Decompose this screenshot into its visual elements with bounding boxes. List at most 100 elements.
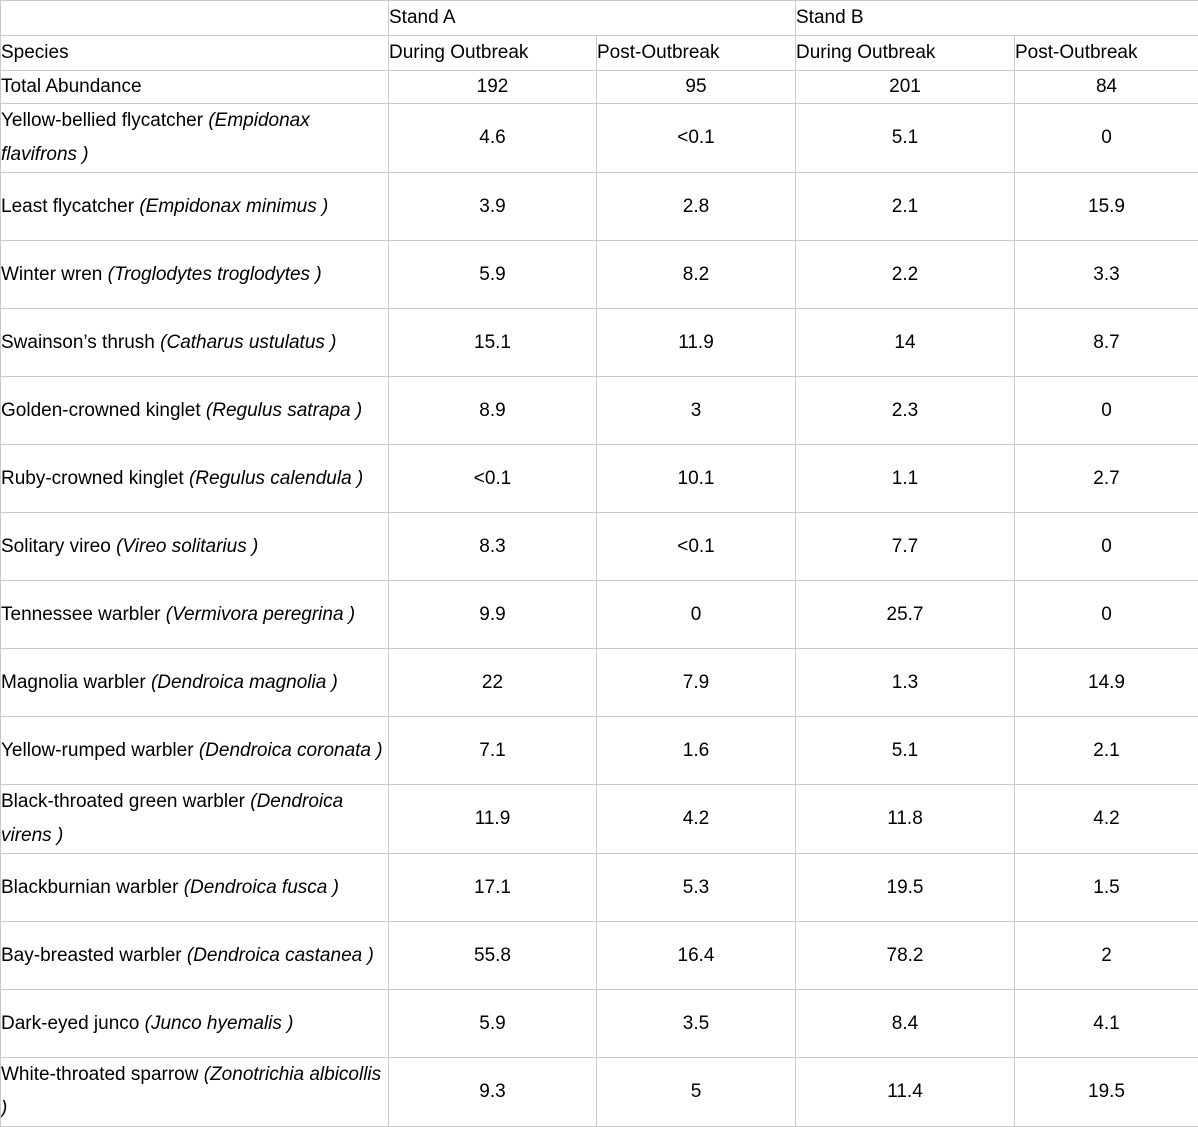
species-row: Least flycatcher (Empidonax minimus ) 3.… (1, 173, 1198, 241)
abundance-value-cell: 11.4 (796, 1058, 1015, 1127)
stand-b-during-outbreak-header: During Outbreak (796, 36, 1015, 71)
species-row: Ruby-crowned kinglet (Regulus calendula … (1, 445, 1198, 513)
species-common-name: Winter wren (1, 264, 102, 285)
abundance-value-cell: 3.9 (389, 173, 597, 241)
abundance-value-cell: 11.9 (389, 785, 597, 854)
species-scientific-name: (Troglodytes troglodytes ) (108, 264, 322, 285)
abundance-value-cell: 8.4 (796, 990, 1015, 1058)
abundance-value-cell: 3.3 (1015, 241, 1198, 309)
species-name-cell: Least flycatcher (Empidonax minimus ) (1, 173, 389, 241)
species-name-cell: White-throated sparrow (Zonotrichia albi… (1, 1058, 389, 1127)
species-common-name: Black-throated green warbler (1, 791, 245, 812)
abundance-value-cell: 201 (796, 71, 1015, 104)
abundance-value-cell: 0 (597, 581, 796, 649)
abundance-value-cell: 4.2 (597, 785, 796, 854)
species-row: Black-throated green warbler (Dendroica … (1, 785, 1198, 854)
abundance-value-cell: 4.6 (389, 104, 597, 173)
abundance-value-cell: 5.1 (796, 104, 1015, 173)
abundance-value-cell: 8.9 (389, 377, 597, 445)
species-name-cell: Swainson’s thrush (Catharus ustulatus ) (1, 309, 389, 377)
abundance-value-cell: 1.1 (796, 445, 1015, 513)
abundance-value-cell: 78.2 (796, 922, 1015, 990)
species-common-name: Golden-crowned kinglet (1, 400, 201, 421)
species-scientific-name: (Regulus calendula ) (189, 468, 363, 489)
species-scientific-name: (Junco hyemalis ) (145, 1013, 294, 1034)
abundance-value-cell: 5 (597, 1058, 796, 1127)
abundance-value-cell: 3 (597, 377, 796, 445)
species-row: Bay-breasted warbler (Dendroica castanea… (1, 922, 1198, 990)
abundance-value-cell: 15.9 (1015, 173, 1198, 241)
abundance-value-cell: 17.1 (389, 854, 597, 922)
species-name-cell: Golden-crowned kinglet (Regulus satrapa … (1, 377, 389, 445)
abundance-value-cell: 19.5 (796, 854, 1015, 922)
species-column-header: Species (1, 36, 389, 71)
species-common-name: Least flycatcher (1, 196, 134, 217)
abundance-value-cell: 14 (796, 309, 1015, 377)
species-name-cell: Solitary vireo (Vireo solitarius ) (1, 513, 389, 581)
species-row: Tennessee warbler (Vermivora peregrina )… (1, 581, 1198, 649)
species-common-name: Solitary vireo (1, 536, 111, 557)
species-row: Swainson’s thrush (Catharus ustulatus ) … (1, 309, 1198, 377)
stand-a-header: Stand A (389, 1, 796, 36)
abundance-value-cell: 1.3 (796, 649, 1015, 717)
abundance-value-cell: 7.1 (389, 717, 597, 785)
abundance-value-cell: 10.1 (597, 445, 796, 513)
species-name-cell: Black-throated green warbler (Dendroica … (1, 785, 389, 854)
abundance-value-cell: 0 (1015, 513, 1198, 581)
abundance-value-cell: 9.3 (389, 1058, 597, 1127)
species-common-name: Blackburnian warbler (1, 877, 178, 898)
abundance-value-cell: 3.5 (597, 990, 796, 1058)
abundance-value-cell: 7.9 (597, 649, 796, 717)
species-name-cell: Ruby-crowned kinglet (Regulus calendula … (1, 445, 389, 513)
stand-a-during-outbreak-header: During Outbreak (389, 36, 597, 71)
species-name-cell: Winter wren (Troglodytes troglodytes ) (1, 241, 389, 309)
species-name-cell: Yellow-rumped warbler (Dendroica coronat… (1, 717, 389, 785)
abundance-value-cell: 84 (1015, 71, 1198, 104)
species-row: Solitary vireo (Vireo solitarius ) 8.3 <… (1, 513, 1198, 581)
abundance-value-cell: 19.5 (1015, 1058, 1198, 1127)
species-common-name: White-throated sparrow (1, 1064, 198, 1085)
species-row: White-throated sparrow (Zonotrichia albi… (1, 1058, 1198, 1127)
stand-b-post-outbreak-header: Post-Outbreak (1015, 36, 1198, 71)
abundance-value-cell: <0.1 (597, 104, 796, 173)
abundance-value-cell: 192 (389, 71, 597, 104)
species-common-name: Dark-eyed junco (1, 1013, 139, 1034)
species-common-name: Tennessee warbler (1, 604, 160, 625)
species-scientific-name: (Dendroica coronata ) (199, 740, 383, 761)
species-name-cell: Blackburnian warbler (Dendroica fusca ) (1, 854, 389, 922)
species-common-name: Bay-breasted warbler (1, 945, 182, 966)
species-common-name: Swainson’s thrush (1, 332, 155, 353)
species-name-cell: Yellow-bellied flycatcher (Empidonax fla… (1, 104, 389, 173)
abundance-value-cell: 8.2 (597, 241, 796, 309)
species-row: Magnolia warbler (Dendroica magnolia ) 2… (1, 649, 1198, 717)
species-common-name: Yellow-bellied flycatcher (1, 110, 203, 131)
species-scientific-name: (Empidonax minimus ) (139, 196, 328, 217)
species-row: Dark-eyed junco (Junco hyemalis ) 5.9 3.… (1, 990, 1198, 1058)
abundance-value-cell: 8.7 (1015, 309, 1198, 377)
abundance-value-cell: 11.8 (796, 785, 1015, 854)
empty-corner-cell (1, 1, 389, 36)
abundance-value-cell: 5.3 (597, 854, 796, 922)
abundance-value-cell: 0 (1015, 377, 1198, 445)
species-scientific-name: (Vireo solitarius ) (116, 536, 258, 557)
species-row: Blackburnian warbler (Dendroica fusca ) … (1, 854, 1198, 922)
abundance-value-cell: 5.1 (796, 717, 1015, 785)
abundance-value-cell: 55.8 (389, 922, 597, 990)
abundance-value-cell: 11.9 (597, 309, 796, 377)
total-abundance-label: Total Abundance (1, 71, 389, 104)
abundance-value-cell: 0 (1015, 104, 1198, 173)
species-row: Yellow-bellied flycatcher (Empidonax fla… (1, 104, 1198, 173)
species-scientific-name: (Regulus satrapa ) (206, 400, 362, 421)
species-name-cell: Dark-eyed junco (Junco hyemalis ) (1, 990, 389, 1058)
species-scientific-name: (Dendroica fusca ) (184, 877, 339, 898)
species-common-name: Ruby-crowned kinglet (1, 468, 184, 489)
species-common-name: Yellow-rumped warbler (1, 740, 194, 761)
abundance-value-cell: 5.9 (389, 990, 597, 1058)
abundance-value-cell: 25.7 (796, 581, 1015, 649)
abundance-value-cell: 7.7 (796, 513, 1015, 581)
abundance-value-cell: 2 (1015, 922, 1198, 990)
species-common-name: Magnolia warbler (1, 672, 146, 693)
species-scientific-name: (Dendroica magnolia ) (151, 672, 338, 693)
column-header-row: Species During Outbreak Post-Outbreak Du… (1, 36, 1198, 71)
